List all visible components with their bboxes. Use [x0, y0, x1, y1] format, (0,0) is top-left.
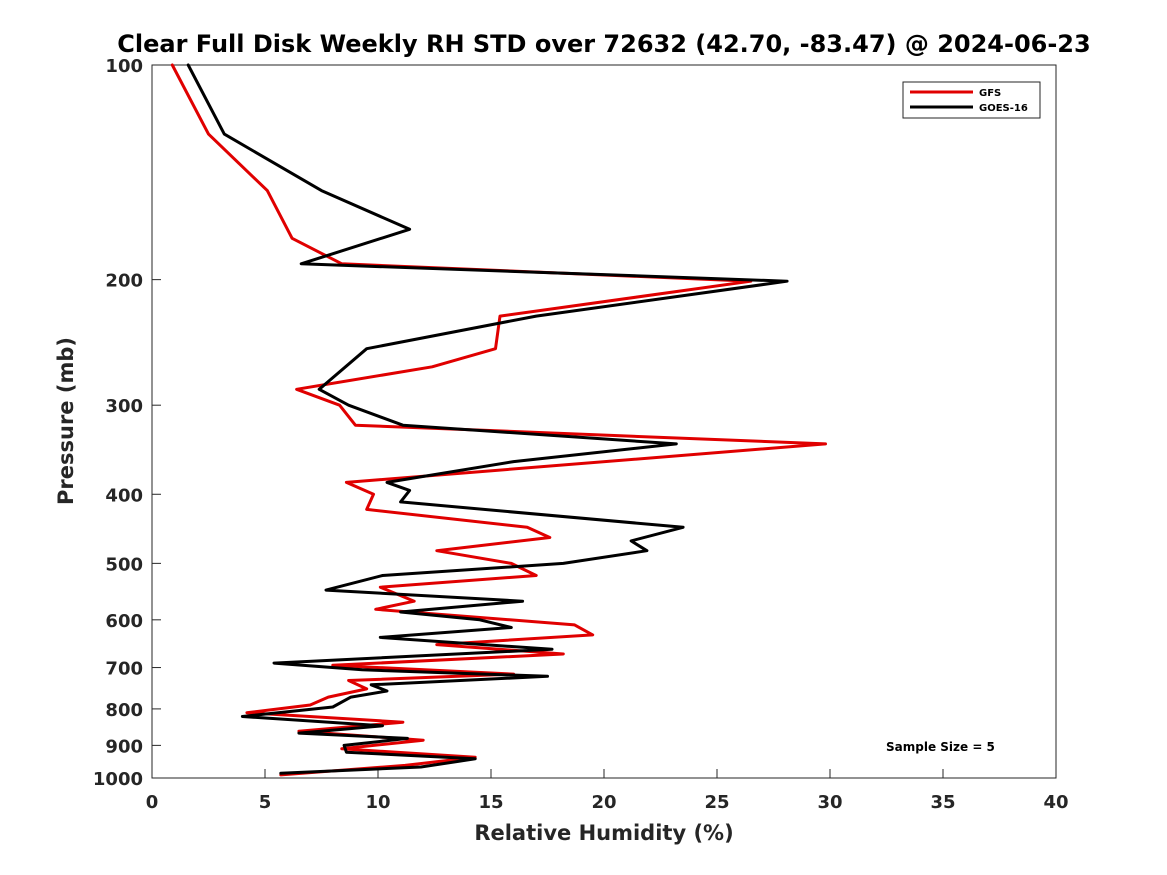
x-tick-label: 0 [146, 792, 159, 813]
y-tick-label: 800 [105, 700, 143, 721]
legend-label-goes-16: GOES-16 [979, 103, 1028, 114]
x-tick-label: 5 [259, 792, 272, 813]
x-tick-label: 25 [704, 792, 729, 813]
y-axis-label: Pressure (mb) [54, 337, 78, 505]
legend: GFS GOES-16 [902, 81, 1041, 119]
y-tick-label: 700 [105, 659, 143, 680]
sample-size-annotation: Sample Size = 5 [886, 740, 995, 754]
series-layer [170, 63, 827, 777]
y-tick-label: 1000 [93, 769, 143, 790]
series-line-gfs [170, 63, 827, 777]
y-tick-label: 900 [105, 736, 143, 757]
y-tick-label: 500 [105, 554, 143, 575]
x-tick-label: 10 [365, 792, 390, 813]
y-tick-label: 200 [105, 271, 143, 292]
x-tick-label: 30 [817, 792, 842, 813]
x-tick-label: 35 [930, 792, 955, 813]
x-tick-label: 20 [591, 792, 616, 813]
x-tick-label: 15 [478, 792, 503, 813]
x-axis: 0 5 10 15 20 25 30 35 40 [146, 769, 1069, 813]
series-line-goes-16 [186, 63, 789, 775]
y-tick-label: 400 [105, 485, 143, 506]
y-tick-label: 600 [105, 611, 143, 632]
legend-box [902, 81, 1041, 119]
chart-title: Clear Full Disk Weekly RH STD over 72632… [117, 30, 1090, 58]
y-tick-label: 300 [105, 396, 143, 417]
x-axis-label: Relative Humidity (%) [474, 821, 733, 845]
y-axis: 100 200 300 400 500 600 700 800 900 1000 [93, 56, 161, 790]
x-tick-label: 40 [1043, 792, 1068, 813]
y-tick-label: 100 [105, 56, 143, 77]
legend-label-gfs: GFS [979, 88, 1001, 99]
